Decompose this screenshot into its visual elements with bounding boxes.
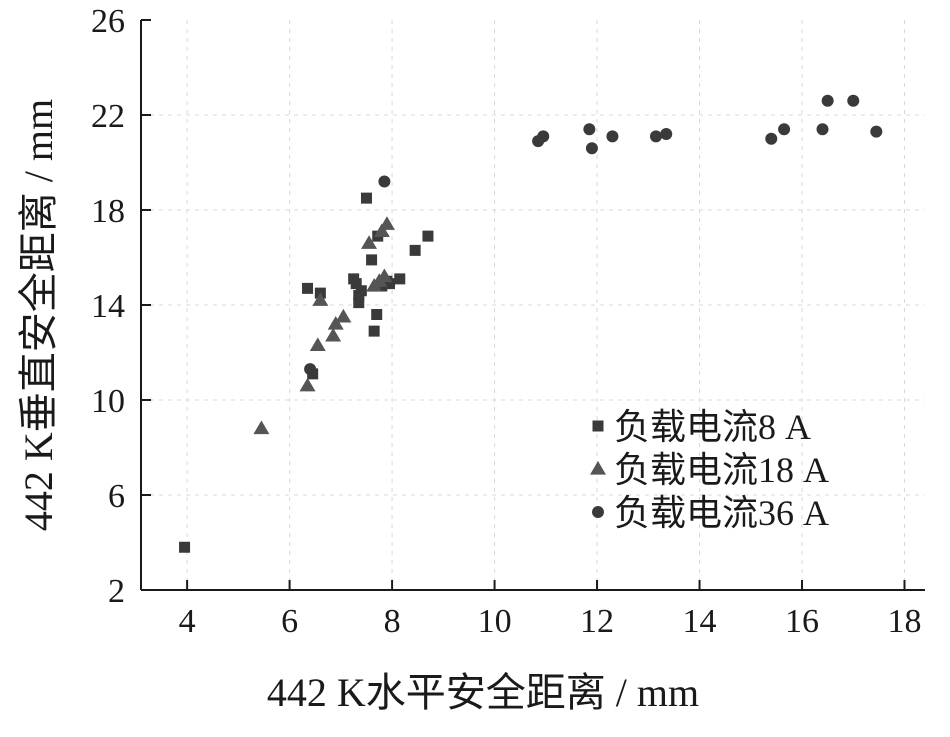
data-point-triangle	[253, 420, 270, 435]
data-point-circle	[660, 128, 673, 140]
data-point-triangle	[378, 216, 395, 230]
data-point-square	[360, 192, 372, 204]
x-tick-label: 14	[683, 603, 717, 640]
data-point-circle	[765, 132, 778, 145]
x-axis-label: 442 K水平安全距离 / mm	[267, 670, 699, 715]
y-tick-label: 26	[91, 3, 125, 40]
y-tick-label: 22	[91, 98, 125, 135]
series-triangle	[253, 216, 395, 435]
y-tick-label: 2	[108, 573, 125, 610]
data-point-square	[350, 278, 362, 290]
data-point-square	[179, 541, 191, 553]
data-point-circle	[870, 125, 883, 138]
y-tick-label: 14	[91, 288, 125, 325]
x-tick-label: 18	[888, 603, 922, 640]
data-point-circle	[378, 175, 391, 188]
data-point-triangle	[312, 292, 329, 306]
data-point-circle	[304, 363, 317, 376]
data-point-triangle	[327, 316, 344, 330]
data-points	[179, 94, 883, 553]
y-axis-label: 442 K垂直安全距离 / mm	[16, 99, 61, 531]
data-point-square	[366, 254, 378, 266]
y-tick-label: 18	[91, 193, 125, 230]
data-point-triangle	[335, 308, 352, 323]
x-tick-label: 6	[281, 603, 298, 640]
data-point-triangle	[376, 268, 393, 283]
y-tick-label: 6	[108, 478, 125, 515]
data-point-square	[422, 230, 434, 242]
legend-marker-square	[592, 420, 604, 432]
x-tick-label: 12	[580, 603, 614, 640]
y-tick-label: 10	[91, 383, 125, 420]
data-point-triangle	[361, 235, 378, 249]
data-point-circle	[583, 123, 596, 136]
x-tick-label: 16	[785, 603, 819, 640]
data-point-square	[368, 325, 380, 337]
data-point-triangle	[309, 337, 326, 351]
legend-label: 负载电流8 A	[614, 407, 811, 447]
data-point-square	[371, 309, 383, 320]
x-tick-label: 4	[179, 603, 196, 640]
legend-marker-circle	[592, 506, 604, 518]
data-point-circle	[606, 130, 619, 143]
data-point-circle	[778, 123, 791, 136]
series-circle	[304, 94, 883, 376]
data-point-square	[355, 285, 367, 297]
data-point-circle	[821, 94, 834, 107]
data-point-square	[353, 297, 365, 309]
legend-label: 负载电流36 A	[614, 493, 829, 533]
data-point-circle	[816, 123, 829, 136]
x-tick-label: 10	[478, 603, 512, 640]
data-point-triangle	[373, 223, 390, 237]
x-tick-label: 8	[384, 603, 401, 640]
data-point-square	[384, 278, 396, 290]
data-point-triangle	[325, 327, 342, 342]
data-point-circle	[649, 130, 662, 143]
data-point-square	[394, 273, 406, 285]
data-point-circle	[585, 142, 598, 155]
data-point-square	[409, 244, 421, 256]
data-point-circle	[847, 94, 860, 107]
legend-label: 负载电流18 A	[614, 450, 829, 490]
legend-marker-triangle	[590, 461, 606, 475]
data-point-triangle	[299, 377, 316, 392]
data-point-square	[302, 282, 314, 294]
data-point-circle	[537, 130, 550, 143]
